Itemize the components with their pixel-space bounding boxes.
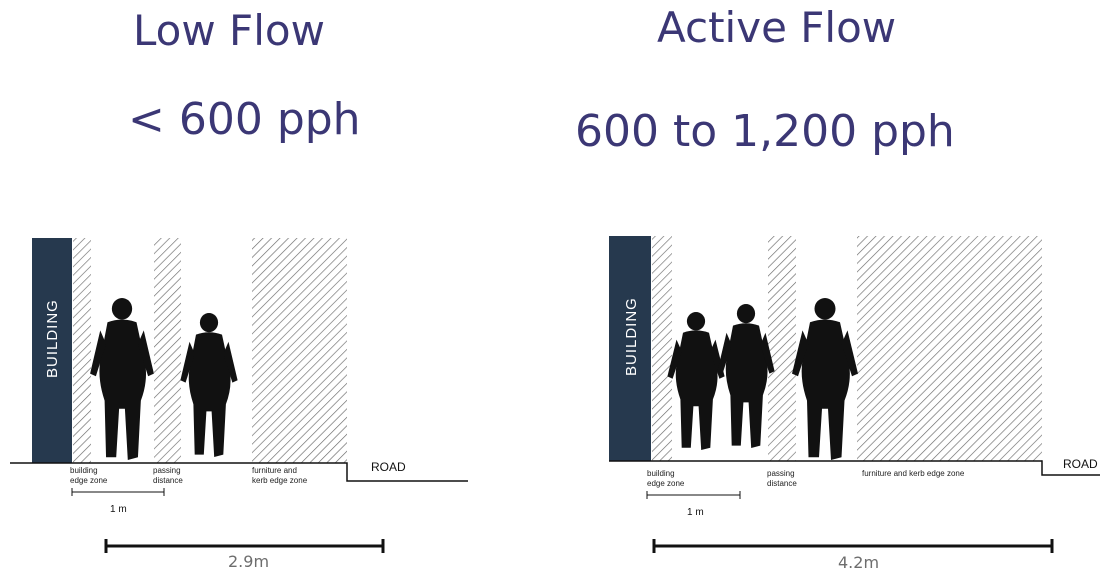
furniture-label-2: kerb edge zone [252, 476, 308, 485]
building-block [609, 236, 651, 461]
total-width-label: 2.9m [228, 552, 269, 571]
right-diagram: BUILDING building edge zone passing dist… [609, 236, 1100, 572]
road-label: ROAD [1063, 457, 1098, 471]
building-edge-zone [73, 238, 91, 463]
kerb-line [10, 462, 468, 482]
one-metre-scale [71, 488, 165, 496]
passing-label-2: distance [153, 476, 183, 485]
one-metre-scale [646, 491, 741, 499]
total-width-label: 4.2m [838, 553, 879, 572]
total-width-dimension [652, 539, 1054, 553]
furniture-label: furniture and kerb edge zone [862, 469, 965, 478]
building-label: BUILDING [44, 299, 61, 378]
building-block [32, 238, 72, 463]
building-label: BUILDING [623, 297, 640, 376]
pedestrian-silhouette-icon [90, 298, 154, 460]
road-label: ROAD [371, 460, 406, 474]
edge-zone-label-2: edge zone [647, 479, 685, 488]
left-subtitle: < 600 pph [128, 94, 361, 145]
pedestrian-silhouette-icon [180, 313, 238, 457]
one-metre-label: 1 m [687, 507, 704, 518]
passing-label: passing [153, 466, 181, 475]
passing-distance-zone [154, 238, 181, 463]
left-title: Low Flow [133, 6, 325, 55]
total-width-dimension [104, 539, 385, 553]
pedestrian-silhouette-icon [717, 304, 775, 448]
pedestrian-silhouette-icon [667, 312, 725, 450]
right-subtitle: 600 to 1,200 pph [575, 106, 955, 157]
edge-zone-label: building [70, 466, 98, 475]
one-metre-label: 1 m [110, 504, 127, 515]
passing-label-2: distance [767, 479, 797, 488]
right-title: Active Flow [657, 3, 897, 52]
building-edge-zone [652, 236, 672, 461]
edge-zone-label: building [647, 469, 675, 478]
edge-zone-label-2: edge zone [70, 476, 108, 485]
passing-distance-zone [768, 236, 796, 461]
furniture-kerb-zone [857, 236, 1042, 461]
furniture-label: furniture and [252, 466, 297, 475]
kerb-line [609, 460, 1100, 476]
furniture-kerb-zone [252, 238, 347, 463]
pedestrian-silhouette-icon [792, 298, 858, 460]
left-diagram: BUILDING building edge zone passing dist… [10, 238, 468, 571]
passing-label: passing [767, 469, 795, 478]
